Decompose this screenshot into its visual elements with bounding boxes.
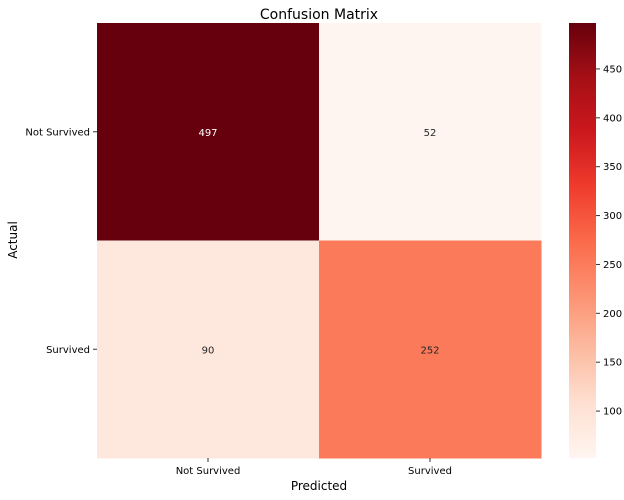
- cell-value-r1-c0: 90: [202, 345, 215, 356]
- heatmap-cell-r1-c0: [97, 240, 320, 459]
- x-tick-label-1: Survived: [408, 466, 452, 477]
- x-tick-label-0: Not Survived: [176, 466, 241, 477]
- colorbar-tick-label-1: 150: [603, 358, 622, 369]
- colorbar-tick-label-3: 250: [603, 260, 622, 271]
- heatmap-cell-r0-c0: [97, 23, 320, 241]
- chart-title: Confusion Matrix: [260, 7, 378, 23]
- y-tick-label-0: Not Survived: [25, 127, 90, 138]
- colorbar-tick-label-2: 200: [603, 309, 622, 320]
- y-axis-ticks: Not Survived Survived: [25, 127, 97, 356]
- cell-value-r0-c0: 497: [198, 128, 217, 139]
- colorbar-tick-label-0: 100: [603, 407, 622, 418]
- colorbar-tick-label-7: 450: [603, 64, 622, 75]
- heatmap-cell-r1-c1: [319, 240, 542, 459]
- cell-value-r0-c1: 52: [424, 128, 437, 139]
- colorbar: [569, 23, 596, 458]
- y-axis-label: Actual: [6, 221, 20, 259]
- x-axis-ticks: Not Survived Survived: [176, 458, 452, 477]
- cell-value-r1-c1: 252: [420, 345, 439, 356]
- colorbar-tick-label-4: 300: [603, 211, 622, 222]
- colorbar-ticks: 100 150 200 250 300 350 400 450: [596, 64, 622, 418]
- heatmap-cells: [97, 23, 542, 459]
- cell-value-labels: 497 52 90 252: [198, 128, 439, 357]
- x-axis-label: Predicted: [291, 479, 347, 493]
- y-tick-label-1: Survived: [46, 345, 90, 356]
- heatmap-cell-r0-c1: [319, 23, 542, 241]
- colorbar-tick-label-6: 400: [603, 113, 622, 124]
- colorbar-tick-label-5: 350: [603, 162, 622, 173]
